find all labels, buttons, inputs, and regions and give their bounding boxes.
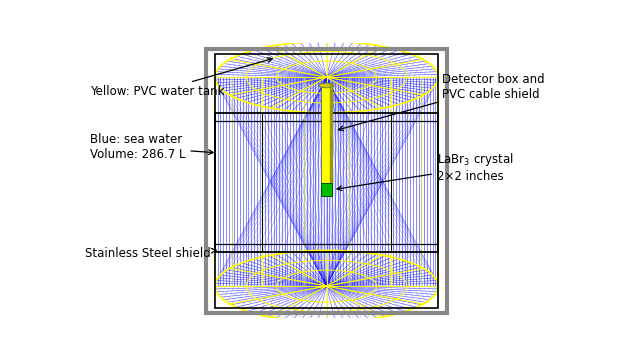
Text: Yellow: PVC water tank: Yellow: PVC water tank	[90, 58, 272, 98]
Bar	[321, 85, 332, 183]
Ellipse shape	[319, 83, 334, 88]
Bar	[216, 54, 438, 308]
Text: Detector box and
PVC cable shield: Detector box and PVC cable shield	[339, 73, 545, 131]
Text: Blue: sea water
Volume: 286.7 L: Blue: sea water Volume: 286.7 L	[90, 133, 213, 161]
Bar	[207, 49, 447, 313]
Bar	[321, 183, 332, 196]
Text: Stainless Steel shield: Stainless Steel shield	[85, 247, 216, 260]
Text: LaBr$_3$ crystal
2×2 inches: LaBr$_3$ crystal 2×2 inches	[337, 151, 514, 191]
